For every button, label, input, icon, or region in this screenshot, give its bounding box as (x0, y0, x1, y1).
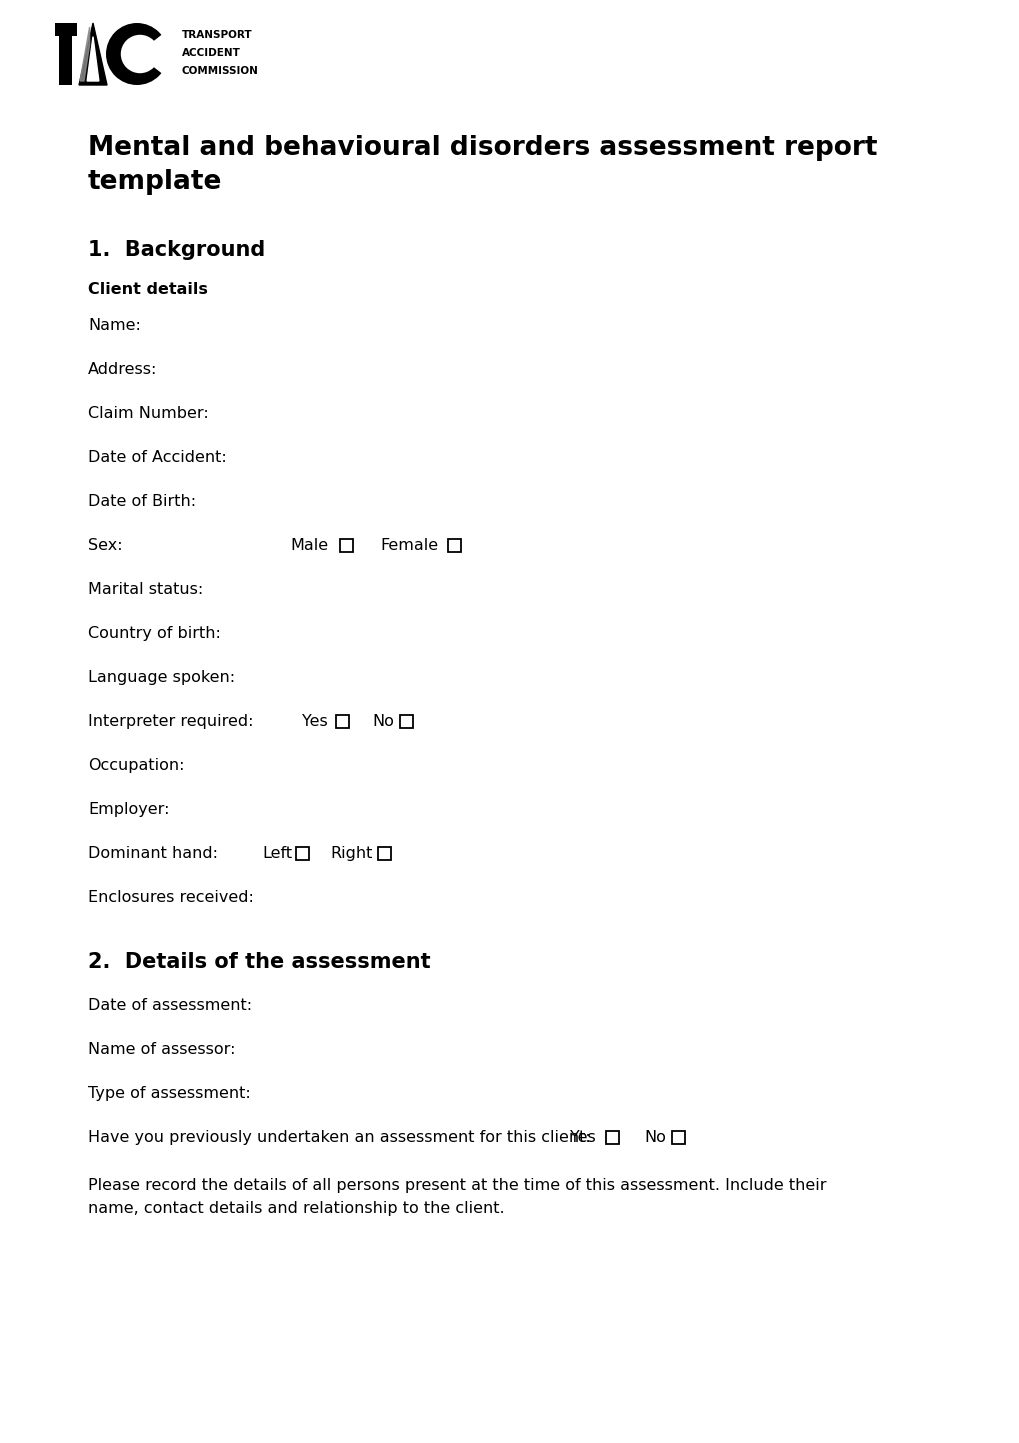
Bar (447, 540, 461, 553)
Text: Mental and behavioural disorders assessment report: Mental and behavioural disorders assessm… (88, 136, 876, 162)
Polygon shape (79, 27, 90, 81)
Text: Date of Birth:: Date of Birth: (88, 494, 196, 509)
Bar (605, 1131, 619, 1144)
Text: Occupation:: Occupation: (88, 758, 184, 773)
Circle shape (106, 23, 168, 85)
Text: Left: Left (262, 846, 291, 861)
Bar (335, 714, 348, 729)
Text: Yes: Yes (570, 1130, 595, 1144)
Text: COMMISSION: COMMISSION (181, 66, 259, 76)
Text: template: template (88, 169, 222, 195)
Text: Please record the details of all persons present at the time of this assessment.: Please record the details of all persons… (88, 1177, 825, 1216)
Wedge shape (137, 35, 169, 74)
Polygon shape (78, 23, 107, 85)
Text: Country of birth:: Country of birth: (88, 626, 221, 641)
Text: Name:: Name: (88, 317, 141, 333)
Text: Sex:: Sex: (88, 538, 122, 553)
Text: 2.  Details of the assessment: 2. Details of the assessment (88, 952, 430, 973)
Bar (296, 847, 309, 860)
Text: Have you previously undertaken an assessment for this client:: Have you previously undertaken an assess… (88, 1130, 590, 1144)
Text: 1.  Background: 1. Background (88, 240, 265, 260)
Text: Type of assessment:: Type of assessment: (88, 1087, 251, 1101)
Polygon shape (87, 36, 99, 81)
Circle shape (120, 35, 159, 74)
Text: Enclosures received:: Enclosures received: (88, 890, 254, 905)
Bar (55, 23, 76, 36)
Text: Employer:: Employer: (88, 802, 169, 817)
Text: Address:: Address: (88, 362, 157, 377)
Text: Marital status:: Marital status: (88, 582, 203, 597)
Text: ACCIDENT: ACCIDENT (181, 48, 240, 58)
Text: Name of assessor:: Name of assessor: (88, 1042, 235, 1058)
Text: Date of assessment:: Date of assessment: (88, 999, 252, 1013)
Text: Interpreter required:: Interpreter required: (88, 714, 254, 729)
Text: Client details: Client details (88, 281, 208, 297)
Text: Female: Female (380, 538, 438, 553)
Text: Claim Number:: Claim Number: (88, 405, 209, 421)
Text: Right: Right (330, 846, 372, 861)
Bar (399, 714, 413, 729)
Bar (59, 36, 72, 85)
Text: Dominant hand:: Dominant hand: (88, 846, 218, 861)
Text: Date of Accident:: Date of Accident: (88, 450, 226, 465)
Text: TRANSPORT: TRANSPORT (181, 30, 253, 40)
Bar (672, 1131, 685, 1144)
Text: Yes: Yes (302, 714, 327, 729)
Bar (378, 847, 390, 860)
Text: No: No (643, 1130, 665, 1144)
Bar (339, 540, 353, 553)
Text: No: No (372, 714, 393, 729)
Text: Language spoken:: Language spoken: (88, 670, 235, 685)
Text: Male: Male (289, 538, 328, 553)
